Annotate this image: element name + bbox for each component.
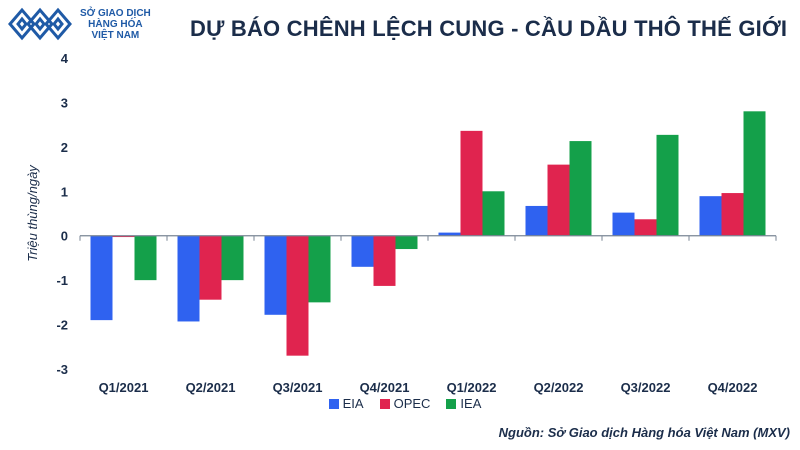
bar-eia-7	[699, 196, 722, 236]
source-note: Nguồn: Sở Giao dịch Hàng hóa Việt Nam (M…	[498, 425, 790, 440]
chart-legend: EIA OPEC IEA	[0, 396, 800, 411]
bar-eia-1	[177, 235, 200, 322]
y-tick-label: -3	[56, 362, 68, 377]
legend-swatch	[446, 398, 457, 409]
y-tick-label: 2	[61, 140, 68, 155]
y-tick-label: 0	[61, 229, 68, 244]
bar-iea-5	[569, 141, 592, 236]
legend-swatch	[379, 398, 390, 409]
bar-iea-3	[395, 235, 418, 250]
brand-name: SỞ GIAO DỊCH HÀNG HÓA VIỆT NAM	[80, 8, 151, 41]
brand-logo: SỞ GIAO DỊCH HÀNG HÓA VIỆT NAM	[8, 6, 151, 42]
y-tick-label: 3	[61, 95, 68, 110]
y-tick-label: 4	[61, 51, 69, 66]
bar-iea-4	[482, 191, 505, 236]
y-tick-label: 1	[61, 184, 68, 199]
x-tick-label: Q4/2022	[708, 380, 758, 395]
y-tick-label: -2	[56, 318, 68, 333]
x-tick-label: Q3/2022	[621, 380, 671, 395]
x-tick-label: Q4/2021	[360, 380, 410, 395]
bar-iea-1	[221, 235, 244, 281]
legend-item-iea: IEA	[446, 396, 481, 411]
logo-icon	[8, 7, 72, 41]
bar-opec-5	[547, 164, 570, 236]
legend-item-opec: OPEC	[379, 396, 431, 411]
brand-line-3: VIỆT NAM	[91, 29, 140, 41]
legend-label: EIA	[342, 396, 364, 411]
bar-eia-2	[264, 235, 287, 315]
y-tick-label: -1	[56, 273, 68, 288]
bar-eia-5	[525, 205, 548, 236]
legend-label: IEA	[460, 396, 482, 411]
x-tick-label: Q2/2021	[186, 380, 236, 395]
bar-eia-4	[438, 232, 461, 236]
bar-chart: 4 3 2 1 0 -1 -2 -3 Triệu thùng/ngày Q1/2021 Q2/202…	[25, 51, 777, 395]
x-tick-label: Q3/2021	[273, 380, 323, 395]
brand-line-1: SỞ GIAO DỊCH	[80, 7, 151, 19]
x-tick-label: Q1/2022	[447, 380, 497, 395]
bar-iea-6	[656, 134, 679, 236]
bar-opec-0	[112, 235, 135, 238]
bar-iea-2	[308, 235, 331, 303]
bar-eia-3	[351, 235, 374, 267]
legend-item-eia: EIA	[328, 396, 364, 411]
bar-opec-1	[199, 235, 222, 300]
y-axis-label: Triệu thùng/ngày	[25, 164, 40, 262]
bar-iea-0	[134, 235, 157, 281]
bar-eia-0	[90, 235, 113, 321]
legend-label: OPEC	[393, 396, 431, 411]
bar-opec-4	[460, 130, 483, 236]
chart-title: DỰ BÁO CHÊNH LỆCH CUNG - CẦU DẦU THÔ THẾ…	[190, 16, 788, 41]
bar-opec-3	[373, 235, 396, 286]
bar-opec-7	[721, 193, 744, 236]
x-tick-label: Q1/2021	[99, 380, 149, 395]
legend-swatch	[328, 398, 339, 409]
bar-eia-6	[612, 212, 635, 236]
bar-opec-2	[286, 235, 309, 356]
bar-opec-6	[634, 219, 657, 236]
bar-iea-7	[743, 111, 766, 236]
brand-line-2: HÀNG HÓA	[88, 18, 143, 30]
x-tick-label: Q2/2022	[534, 380, 584, 395]
